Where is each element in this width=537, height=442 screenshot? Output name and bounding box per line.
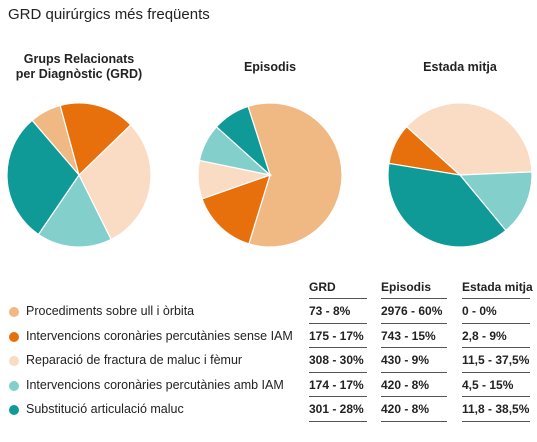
cell-estada: 0 - 0% (462, 304, 497, 318)
pie-slice-5 (215, 105, 272, 177)
cell-estada: 2,8 - 9% (462, 328, 507, 343)
legend-dot (9, 307, 19, 317)
table-rule (462, 371, 530, 373)
cell-estada: 11,5 - 37,5% (462, 353, 530, 367)
pie-slice-3 (405, 102, 533, 176)
legend-dot (9, 331, 19, 342)
cell-episodis: 420 - 8% (381, 402, 430, 416)
pie-slice-5 (6, 119, 80, 236)
cell-episodis: 430 - 9% (381, 353, 430, 367)
row-label: Reparació de fractura de maluc i fèmur (26, 353, 243, 367)
row-label: Intervencions coronàries percutànies amb… (26, 377, 284, 392)
header-estada: Estada mitja (462, 280, 533, 294)
table-rule (462, 322, 530, 324)
table-rule (309, 322, 367, 324)
table-rule (381, 298, 447, 299)
table-rule (309, 420, 367, 422)
cell-grd: 308 - 30% (309, 353, 364, 367)
table-rule (381, 396, 447, 397)
row-label: Substitució articulació maluc (26, 402, 184, 416)
cell-grd: 174 - 17% (309, 377, 364, 392)
header-episodis: Episodis (381, 280, 432, 294)
table-row: Substitució articulació maluc 301 - 28% 42… (0, 398, 537, 422)
table-row: Intervencions coronàries percutànies amb… (0, 374, 537, 398)
row-label: Intervencions coronàries percutànies sen… (26, 328, 293, 343)
table-rule (381, 347, 447, 348)
legend-dot (9, 356, 19, 366)
pie-slice-2 (201, 174, 271, 245)
table-rule (381, 371, 447, 373)
table-rule (462, 396, 530, 397)
table-rule (462, 420, 530, 422)
cell-estada: 11,8 - 38,5% (462, 402, 530, 416)
table-rule (462, 298, 530, 299)
pie-slice-5 (387, 162, 507, 248)
pie-slice-4 (37, 173, 112, 248)
pie-title-estada: Estada mitja (423, 60, 497, 74)
row-label: Procediments sobre ull i òrbita (26, 304, 195, 318)
table-row: Procediments sobre ull i òrbita 73 - 8% 29… (0, 300, 537, 324)
pie-slice-4 (458, 171, 533, 232)
cell-grd: 301 - 28% (309, 402, 364, 416)
pie-slice-1 (247, 102, 343, 248)
legend-dot (9, 405, 19, 415)
table-rule (309, 371, 367, 373)
pie-chart-episodis (197, 102, 343, 248)
cell-episodis: 420 - 8% (381, 377, 430, 392)
table-rule (381, 322, 447, 324)
legend-dot (9, 380, 19, 391)
cell-episodis: 2976 - 60% (381, 304, 443, 318)
table-row: Reparació de fractura de maluc i fèmur 30… (0, 349, 537, 373)
cell-estada: 4,5 - 15% (462, 377, 514, 392)
table-row: Intervencions coronàries percutànies sen… (0, 325, 537, 349)
pie-title-episodis: Episodis (243, 60, 297, 74)
table-rule (309, 298, 367, 299)
pie-slice-2 (59, 102, 132, 177)
header-grd: GRD (309, 280, 336, 294)
pie-chart-estada (387, 102, 533, 248)
table-rule (381, 420, 447, 422)
cell-episodis: 743 - 15% (381, 328, 436, 343)
table-rule (309, 396, 367, 397)
cell-grd: 73 - 8% (309, 304, 351, 318)
table-rule (309, 347, 367, 348)
page-title: GRD quirúrgics més freqüents (8, 6, 210, 23)
table-rule (462, 347, 530, 348)
cell-grd: 175 - 17% (309, 328, 364, 343)
pie-chart-grd (6, 102, 152, 248)
pie-title-grd: Grups Relacionats per Diagnòstic (GRD) (15, 52, 143, 81)
